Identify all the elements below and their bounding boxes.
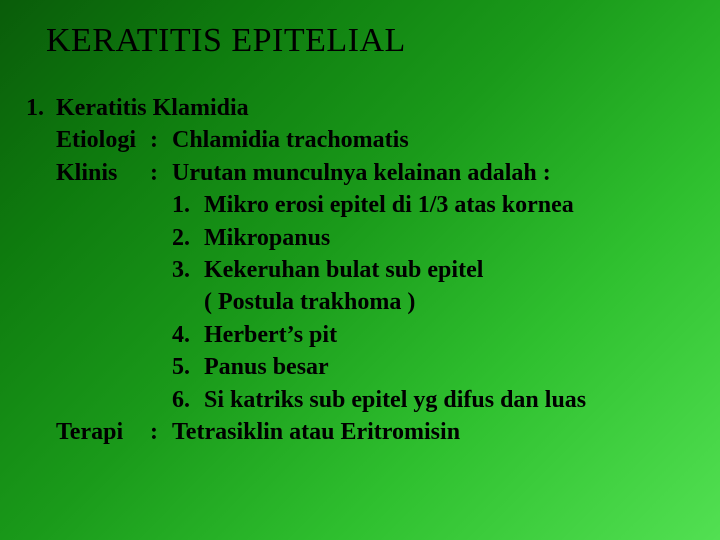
list-item: 3. Kekeruhan bulat sub epitel (26, 254, 700, 286)
indent-colon (150, 286, 172, 318)
indent-colon (150, 254, 172, 286)
indent-colon (150, 319, 172, 351)
paren-text: ( Postula trakhoma ) (204, 286, 700, 318)
list-item: 2. Mikropanus (26, 222, 700, 254)
indent-label (56, 189, 150, 221)
subheading: Keratitis Klamidia (56, 92, 700, 124)
indent (26, 351, 56, 383)
list-text: Mikro erosi epitel di 1/3 atas kornea (204, 189, 700, 221)
indent (26, 222, 56, 254)
indent-label (56, 319, 150, 351)
indent (26, 254, 56, 286)
terapi-row: Terapi : Tetrasiklin atau Eritromisin (26, 416, 700, 448)
terapi-label: Terapi (56, 416, 150, 448)
indent (26, 416, 56, 448)
slide: KERATITIS EPITELIAL 1. Keratitis Klamidi… (0, 0, 720, 540)
klinis-value: Urutan munculnya kelainan adalah : (172, 157, 700, 189)
list-text: Si katriks sub epitel yg difus dan luas (204, 384, 700, 416)
indent-label (56, 286, 150, 318)
colon: : (150, 124, 172, 156)
indent (26, 384, 56, 416)
indent-colon (150, 222, 172, 254)
indent-colon (150, 384, 172, 416)
list-number: 1. (172, 189, 204, 221)
etiologi-value: Chlamidia trachomatis (172, 124, 700, 156)
slide-title: KERATITIS EPITELIAL (46, 22, 406, 60)
list-item: 1. Mikro erosi epitel di 1/3 atas kornea (26, 189, 700, 221)
list-number: 6. (172, 384, 204, 416)
indent-label (56, 222, 150, 254)
indent (26, 124, 56, 156)
list-item: 6. Si katriks sub epitel yg difus dan lu… (26, 384, 700, 416)
list-number: 2. (172, 222, 204, 254)
indent (26, 189, 56, 221)
list-text: Herbert’s pit (204, 319, 700, 351)
list-number: 4. (172, 319, 204, 351)
indent (26, 157, 56, 189)
list-text: Mikropanus (204, 222, 700, 254)
terapi-value: Tetrasiklin atau Eritromisin (172, 416, 700, 448)
heading-row: 1. Keratitis Klamidia (26, 92, 700, 124)
indent (26, 319, 56, 351)
list-item: 4. Herbert’s pit (26, 319, 700, 351)
list-item: 5. Panus besar (26, 351, 700, 383)
list-number: 5. (172, 351, 204, 383)
indent-label (56, 351, 150, 383)
colon: : (150, 416, 172, 448)
etiologi-label: Etiologi (56, 124, 150, 156)
list-text: Panus besar (204, 351, 700, 383)
paren-line-row: ( Postula trakhoma ) (26, 286, 700, 318)
slide-content: 1. Keratitis Klamidia Etiologi : Chlamid… (26, 92, 700, 448)
colon: : (150, 157, 172, 189)
indent-listnum (172, 286, 204, 318)
indent (26, 286, 56, 318)
list-number: 3. (172, 254, 204, 286)
list-text: Kekeruhan bulat sub epitel (204, 254, 700, 286)
indent-label (56, 384, 150, 416)
klinis-row: Klinis : Urutan munculnya kelainan adala… (26, 157, 700, 189)
indent-colon (150, 351, 172, 383)
indent-label (56, 254, 150, 286)
etiologi-row: Etiologi : Chlamidia trachomatis (26, 124, 700, 156)
klinis-label: Klinis (56, 157, 150, 189)
indent-colon (150, 189, 172, 221)
main-number: 1. (26, 92, 56, 124)
